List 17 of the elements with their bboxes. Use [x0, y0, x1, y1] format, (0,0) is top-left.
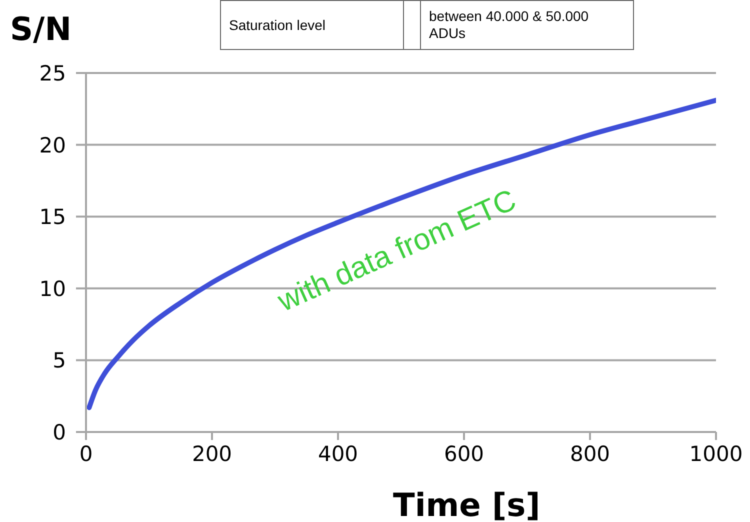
x-axis-title: Time [s]: [393, 486, 540, 522]
y-tick-label: 25: [39, 61, 66, 86]
y-tick-label: 20: [39, 133, 66, 158]
annotation: with data from ETC: [273, 184, 522, 320]
text: between 40.000 & 50.000 ADUs: [420, 0, 634, 50]
x-tick-label: 400: [318, 442, 358, 466]
y-tick-label: 15: [39, 205, 66, 230]
x-tick-label: 600: [444, 442, 484, 466]
y-axis-title: S/N: [10, 10, 72, 48]
x-tick-label: 0: [79, 442, 93, 466]
y-tick-label: 0: [52, 420, 66, 444]
x-tick-label: 1000: [689, 442, 743, 466]
x-tick-label: 800: [570, 442, 610, 466]
x-tick-label: 200: [192, 442, 232, 466]
y-tick-label: 5: [52, 348, 66, 373]
y-tick-label: 10: [39, 276, 66, 301]
text: Saturation level: [220, 0, 404, 50]
